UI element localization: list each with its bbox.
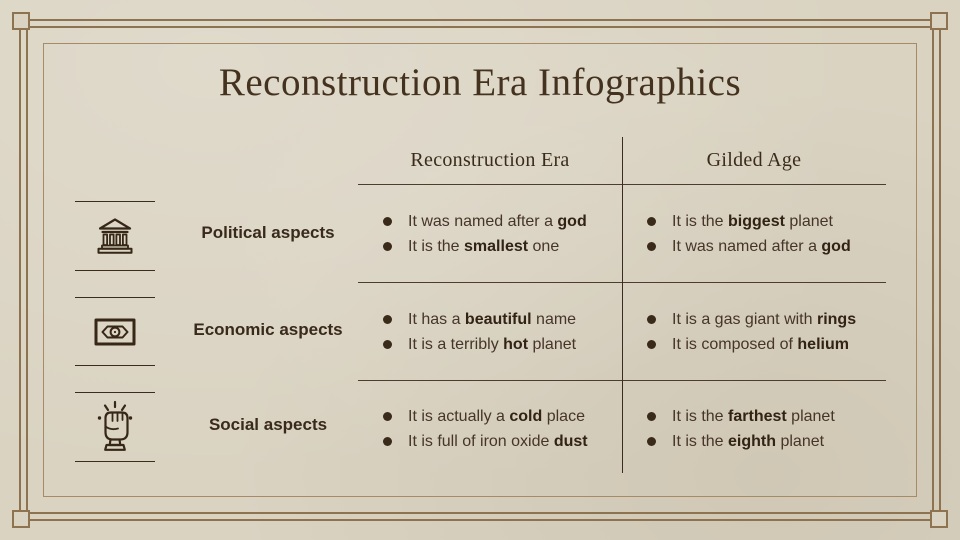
economic-icon-panel <box>75 297 155 366</box>
corner-square-ornament <box>930 12 948 30</box>
bullet-item: It was named after a god <box>383 211 622 232</box>
bullet-item: It is full of iron oxide dust <box>383 431 622 452</box>
bullet-text: It is the biggest planet <box>672 212 833 230</box>
row-label-political: Political aspects <box>201 223 335 242</box>
bullet-item: It is composed of helium <box>647 334 886 355</box>
bullet-dot <box>383 411 392 421</box>
bullet-text: It is composed of helium <box>672 335 849 353</box>
bullet-item: It has a beautiful name <box>383 309 622 330</box>
outer-frame-line <box>19 19 941 521</box>
outer-frame-line-2 <box>26 26 934 514</box>
bullet-item: It is the biggest planet <box>647 211 886 232</box>
bullet-dot <box>647 339 656 349</box>
corner-square-ornament <box>12 510 30 528</box>
bullet-dot <box>383 241 392 251</box>
bullet-item: It is actually a cold place <box>383 406 622 427</box>
bullet-dot <box>647 314 656 324</box>
slide-title: Reconstruction Era Infographics <box>218 61 742 104</box>
table-row-economic: It has a beautiful name It is a terribly… <box>358 283 886 381</box>
corner-square-ornament <box>12 12 30 30</box>
bullet-dot <box>383 339 392 349</box>
bullet-item: It is a gas giant with rings <box>647 309 886 330</box>
banknote-icon <box>94 318 136 345</box>
table-row-social: It is actually a cold place It is full o… <box>358 381 886 476</box>
bullet-text: It is the eighth planet <box>672 432 825 450</box>
bullet-text: It is full of iron oxide dust <box>408 432 588 450</box>
bullet-item: It was named after a god <box>647 236 886 257</box>
bullet-text: It is the smallest one <box>408 237 560 255</box>
bullet-dot <box>383 314 392 324</box>
bullet-dot <box>383 216 392 226</box>
row-label-economic: Economic aspects <box>193 320 343 339</box>
bullet-dot <box>647 216 656 226</box>
bank-icon <box>97 218 133 254</box>
column-divider-line <box>622 137 623 473</box>
political-icon-panel <box>75 201 155 271</box>
inner-frame-line <box>43 43 917 497</box>
bullet-dot <box>647 241 656 251</box>
bullet-text: It is actually a cold place <box>408 407 585 425</box>
bullet-text: It was named after a god <box>672 237 851 255</box>
cell-economic-gilded: It is a gas giant with rings It is compo… <box>622 283 886 380</box>
bullet-text: It has a beautiful name <box>408 310 577 328</box>
bullet-item: It is a terribly hot planet <box>383 334 622 355</box>
column-header-reconstruction-era: Reconstruction Era <box>410 149 570 171</box>
social-icon-panel <box>75 392 155 462</box>
raised-fist-icon <box>97 400 133 451</box>
bullet-text: It is a gas giant with rings <box>672 310 857 328</box>
bullet-dot <box>647 436 656 446</box>
bullet-item: It is the smallest one <box>383 236 622 257</box>
bullet-dot <box>383 436 392 446</box>
corner-square-ornament <box>930 510 948 528</box>
cell-political-reconstruction: It was named after a god It is the small… <box>358 185 622 282</box>
bullet-text: It was named after a god <box>408 212 587 230</box>
bullet-dot <box>647 411 656 421</box>
bullet-item: It is the eighth planet <box>647 431 886 452</box>
cell-economic-reconstruction: It has a beautiful name It is a terribly… <box>358 283 622 380</box>
cell-political-gilded: It is the biggest planet It was named af… <box>622 185 886 282</box>
row-label-social: Social aspects <box>208 415 328 434</box>
column-header-gilded-age: Gilded Age <box>706 149 802 171</box>
bullet-text: It is a terribly hot planet <box>408 335 577 353</box>
comparison-table: Reconstruction Era Gilded Age It was nam… <box>358 137 886 473</box>
cell-social-gilded: It is the farthest planet It is the eigh… <box>622 381 886 476</box>
bullet-text: It is the farthest planet <box>672 407 835 425</box>
bullet-item: It is the farthest planet <box>647 406 886 427</box>
cell-social-reconstruction: It is actually a cold place It is full o… <box>358 381 622 476</box>
